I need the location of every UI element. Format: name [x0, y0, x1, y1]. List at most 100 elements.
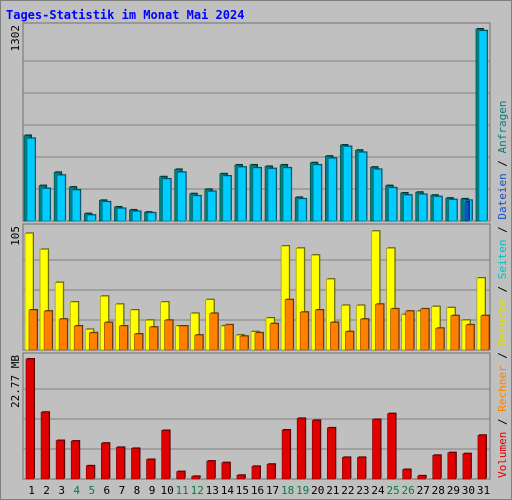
x-tick-label-17: 17 — [266, 484, 279, 497]
bar-seiten-day-30 — [464, 201, 470, 222]
bar-volumen-day-7 — [116, 447, 125, 480]
legend-separator: / — [496, 346, 509, 366]
bar-dateien-day-19 — [297, 198, 307, 222]
x-tick-label-21: 21 — [326, 484, 339, 497]
x-tick-label-18: 18 — [281, 484, 294, 497]
x-tick-label-5: 5 — [88, 484, 95, 497]
bar-dateien-day-17 — [267, 168, 277, 222]
bar-rechner-day-9 — [149, 326, 158, 351]
bar-dateien-day-29 — [448, 199, 458, 222]
x-tick-label-31: 31 — [477, 484, 490, 497]
x-tick-label-7: 7 — [119, 484, 126, 497]
bar-dateien-day-27 — [418, 194, 427, 222]
bar-volumen-day-13 — [206, 460, 216, 480]
x-tick-label-28: 28 — [432, 484, 445, 497]
bar-rechner-day-12 — [194, 334, 204, 351]
bar-volumen-day-6 — [101, 442, 110, 480]
bar-dateien-day-2 — [41, 188, 51, 222]
bar-dateien-day-3 — [56, 174, 66, 222]
x-tick-label-1: 1 — [28, 484, 35, 497]
bar-rechner-day-6 — [104, 322, 113, 351]
x-tick-label-6: 6 — [104, 484, 111, 497]
x-tick-label-29: 29 — [447, 484, 460, 497]
bar-rechner-day-23 — [360, 318, 369, 351]
bar-dateien-day-1 — [26, 138, 36, 222]
bar-volumen-day-22 — [342, 457, 351, 480]
bar-rechner-day-25 — [390, 308, 399, 351]
legend-item-anfragen: Anfragen — [496, 100, 509, 153]
legend: Volumen / Rechner / Besuche / Seiten / D… — [496, 100, 509, 478]
bar-volumen-day-3 — [55, 440, 65, 480]
bar-dateien-day-24 — [373, 169, 382, 222]
bar-rechner-day-26 — [405, 310, 414, 351]
bar-rechner-day-22 — [345, 331, 354, 351]
legend-item-besuche: Besuche — [496, 299, 509, 345]
chart-title: Tages-Statistik im Monat Mai 2024 — [6, 8, 244, 22]
bar-volumen-day-16 — [251, 466, 261, 480]
bar-rechner-day-15 — [239, 335, 249, 351]
x-tick-label-2: 2 — [43, 484, 50, 497]
legend-item-rechner: Rechner — [496, 365, 509, 412]
legend-item-seiten: Seiten — [496, 240, 509, 280]
bar-volumen-day-9 — [146, 459, 155, 480]
bar-rechner-day-14 — [224, 324, 234, 351]
bar-volumen-day-20 — [311, 420, 321, 480]
bar-dateien-day-26 — [403, 194, 412, 222]
x-tick-label-22: 22 — [341, 484, 354, 497]
x-tick-label-30: 30 — [462, 484, 475, 497]
bar-rechner-day-28 — [435, 327, 445, 351]
legend-separator: / — [496, 220, 509, 240]
bar-rechner-day-21 — [329, 322, 339, 351]
bar-rechner-day-2 — [43, 310, 53, 351]
y-max-label: 1302 — [9, 25, 22, 52]
bar-volumen-day-18 — [281, 429, 291, 480]
bar-dateien-day-15 — [237, 166, 247, 222]
x-tick-label-10: 10 — [160, 484, 173, 497]
bar-dateien-day-5 — [86, 214, 96, 222]
bar-volumen-day-30 — [462, 453, 472, 480]
bar-volumen-day-19 — [296, 418, 306, 480]
bar-volumen-day-12 — [191, 476, 201, 480]
legend-item-volumen: Volumen — [496, 432, 509, 478]
bar-rechner-day-1 — [28, 309, 38, 351]
x-tick-label-27: 27 — [417, 484, 430, 497]
bar-volumen-day-24 — [372, 419, 381, 480]
bar-rechner-day-30 — [465, 324, 475, 351]
x-tick-label-15: 15 — [236, 484, 249, 497]
legend-separator: / — [496, 153, 509, 173]
bar-volumen-day-26 — [402, 469, 411, 480]
panel-bottom: 22.77 MB — [9, 352, 491, 480]
bar-volumen-day-23 — [357, 457, 366, 480]
bar-dateien-day-16 — [252, 167, 262, 222]
bar-volumen-day-17 — [266, 463, 276, 480]
bar-volumen-day-21 — [326, 427, 336, 480]
x-tick-label-20: 20 — [311, 484, 324, 497]
bar-dateien-day-25 — [388, 187, 397, 222]
bar-volumen-day-5 — [85, 465, 95, 480]
bar-volumen-day-11 — [176, 471, 185, 480]
panel-top: 1302 — [9, 22, 491, 222]
bar-rechner-day-31 — [480, 315, 490, 351]
x-tick-label-24: 24 — [371, 484, 385, 497]
plot-area — [22, 352, 491, 480]
bar-volumen-day-27 — [417, 475, 426, 480]
bar-dateien-day-28 — [433, 196, 443, 222]
legend-separator: / — [496, 412, 509, 432]
panel-middle: 105 — [9, 223, 491, 351]
legend-item-dateien: Dateien — [496, 173, 509, 219]
bar-rechner-day-17 — [269, 323, 279, 351]
bar-rechner-day-13 — [209, 313, 219, 351]
bar-volumen-day-4 — [70, 440, 80, 480]
bar-dateien-day-20 — [312, 164, 322, 222]
bar-dateien-day-11 — [177, 172, 186, 222]
x-tick-label-19: 19 — [296, 484, 309, 497]
bar-rechner-day-10 — [164, 319, 173, 351]
bar-rechner-day-29 — [450, 315, 460, 351]
x-tick-label-13: 13 — [206, 484, 219, 497]
bar-volumen-day-25 — [387, 413, 396, 480]
bar-dateien-day-21 — [327, 158, 337, 222]
bar-rechner-day-19 — [299, 311, 309, 351]
bar-dateien-day-22 — [343, 146, 352, 222]
x-tick-label-4: 4 — [73, 484, 80, 497]
bar-dateien-day-10 — [162, 178, 171, 222]
